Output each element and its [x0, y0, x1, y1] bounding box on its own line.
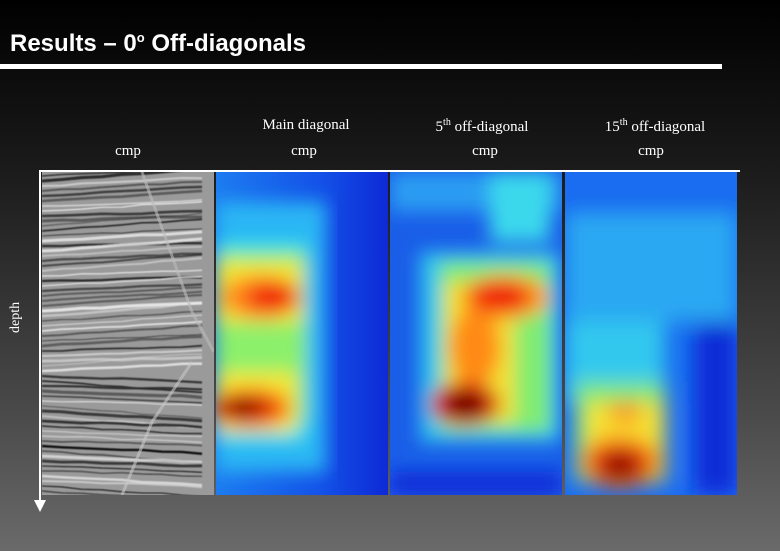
seismic-reflector	[42, 380, 203, 394]
seismic-reflector	[42, 189, 203, 203]
fifteenth-rest: off-diagonal	[627, 119, 706, 135]
fifth-sup: th	[443, 117, 451, 128]
seismic-reflector	[42, 314, 203, 327]
seismic-reflector	[42, 212, 203, 227]
seismic-reflector	[42, 440, 203, 447]
seismic-reflector	[42, 252, 202, 263]
seismic-reflector	[42, 335, 203, 348]
fifteenth-off-diagonal-label: 15th off-diagonal	[605, 117, 705, 136]
seismic-reflector	[42, 374, 203, 384]
seismic-reflector	[42, 430, 203, 438]
fifth-num: 5	[435, 119, 444, 135]
seismic-reflector	[42, 444, 203, 455]
seismic-reflector	[42, 474, 203, 487]
seismic-reflector	[42, 324, 203, 337]
seismic-reflector	[42, 355, 203, 363]
seismic-reflector	[42, 293, 203, 308]
seismic-reflector	[42, 228, 203, 237]
seismic-reflector	[42, 419, 203, 429]
seismic-reflector	[42, 185, 203, 198]
fifteenth-off-diagonal-heatmap	[565, 172, 737, 495]
seismic-panel	[42, 172, 214, 495]
title-prefix: Results – 0	[10, 30, 137, 57]
cmp-label-fifteenth: cmp	[638, 143, 664, 159]
seismic-reflector	[42, 257, 203, 272]
seismic-reflector	[42, 349, 203, 358]
seismic-reflector	[42, 353, 203, 367]
seismic-reflector	[42, 176, 203, 187]
seismic-reflector	[42, 180, 203, 192]
seismic-reflector	[42, 290, 203, 303]
seismic-reflector	[42, 320, 203, 332]
seismic-reflector	[42, 310, 203, 322]
fifth-off-diagonal-heatmap	[390, 172, 562, 495]
seismic-reflector	[42, 286, 203, 297]
seismic-reflector	[42, 405, 203, 419]
seismic-reflector	[42, 172, 178, 183]
seismic-reflector	[42, 237, 203, 253]
fifteenth-off-diagonal-image	[565, 172, 737, 495]
seismic-reflector	[42, 201, 203, 212]
seismic-reflector	[42, 334, 203, 342]
seismic-reflector	[42, 269, 203, 277]
slide-title: Results – 0o Off-diagonals	[10, 30, 306, 58]
seismic-reflector	[42, 480, 203, 489]
seismic-reflector	[42, 245, 203, 257]
cmp-label-fifth: cmp	[472, 143, 498, 159]
seismic-reflector	[42, 301, 203, 318]
cmp-axis-line	[40, 170, 740, 172]
fifteenth-sup: th	[619, 117, 628, 128]
seismic-reflector	[42, 435, 203, 444]
seismic-reflector	[42, 230, 203, 243]
seismic-reflector	[42, 409, 203, 423]
seismic-reflector	[42, 454, 203, 464]
seismic-reflector	[42, 209, 203, 218]
seismic-reflector	[42, 470, 203, 477]
seismic-reflector	[42, 172, 136, 177]
seismic-reflector	[42, 395, 203, 404]
seismic-reflector	[42, 400, 203, 406]
degree-sup: o	[136, 30, 145, 45]
seismic-reflector	[42, 198, 203, 207]
fifth-off-diagonal-label: 5th off-diagonal	[436, 117, 529, 136]
main-diagonal-heatmap	[216, 172, 388, 495]
title-suffix: Off-diagonals	[144, 30, 307, 57]
seismic-reflector	[42, 362, 203, 373]
seismic-reflector	[42, 344, 203, 352]
seismic-reflector	[42, 425, 202, 435]
depth-axis-arrow	[34, 500, 46, 512]
seismic-image	[42, 172, 214, 495]
main-diagonal-label: Main diagonal	[262, 117, 350, 133]
depth-axis-label: depth	[8, 301, 23, 333]
seismic-reflector	[42, 459, 203, 468]
seismic-reflector	[42, 253, 203, 267]
seismic-reflector	[42, 218, 203, 232]
fifth-off-diagonal-image	[390, 172, 562, 495]
seismic-reflector	[42, 389, 203, 400]
fifth-rest: off-diagonal	[450, 119, 529, 135]
cmp-label-seismic: cmp	[115, 143, 141, 159]
depth-axis-line	[39, 170, 41, 502]
cmp-label-main: cmp	[291, 143, 317, 159]
seismic-reflector	[42, 276, 203, 287]
seismic-reflector	[42, 215, 203, 223]
fifteenth-num: 15	[604, 119, 620, 135]
seismic-reflector	[42, 490, 123, 495]
seismic-reflector	[42, 283, 203, 293]
main-diagonal-image	[216, 172, 388, 495]
seismic-reflector	[42, 465, 203, 473]
title-underline	[0, 64, 722, 69]
